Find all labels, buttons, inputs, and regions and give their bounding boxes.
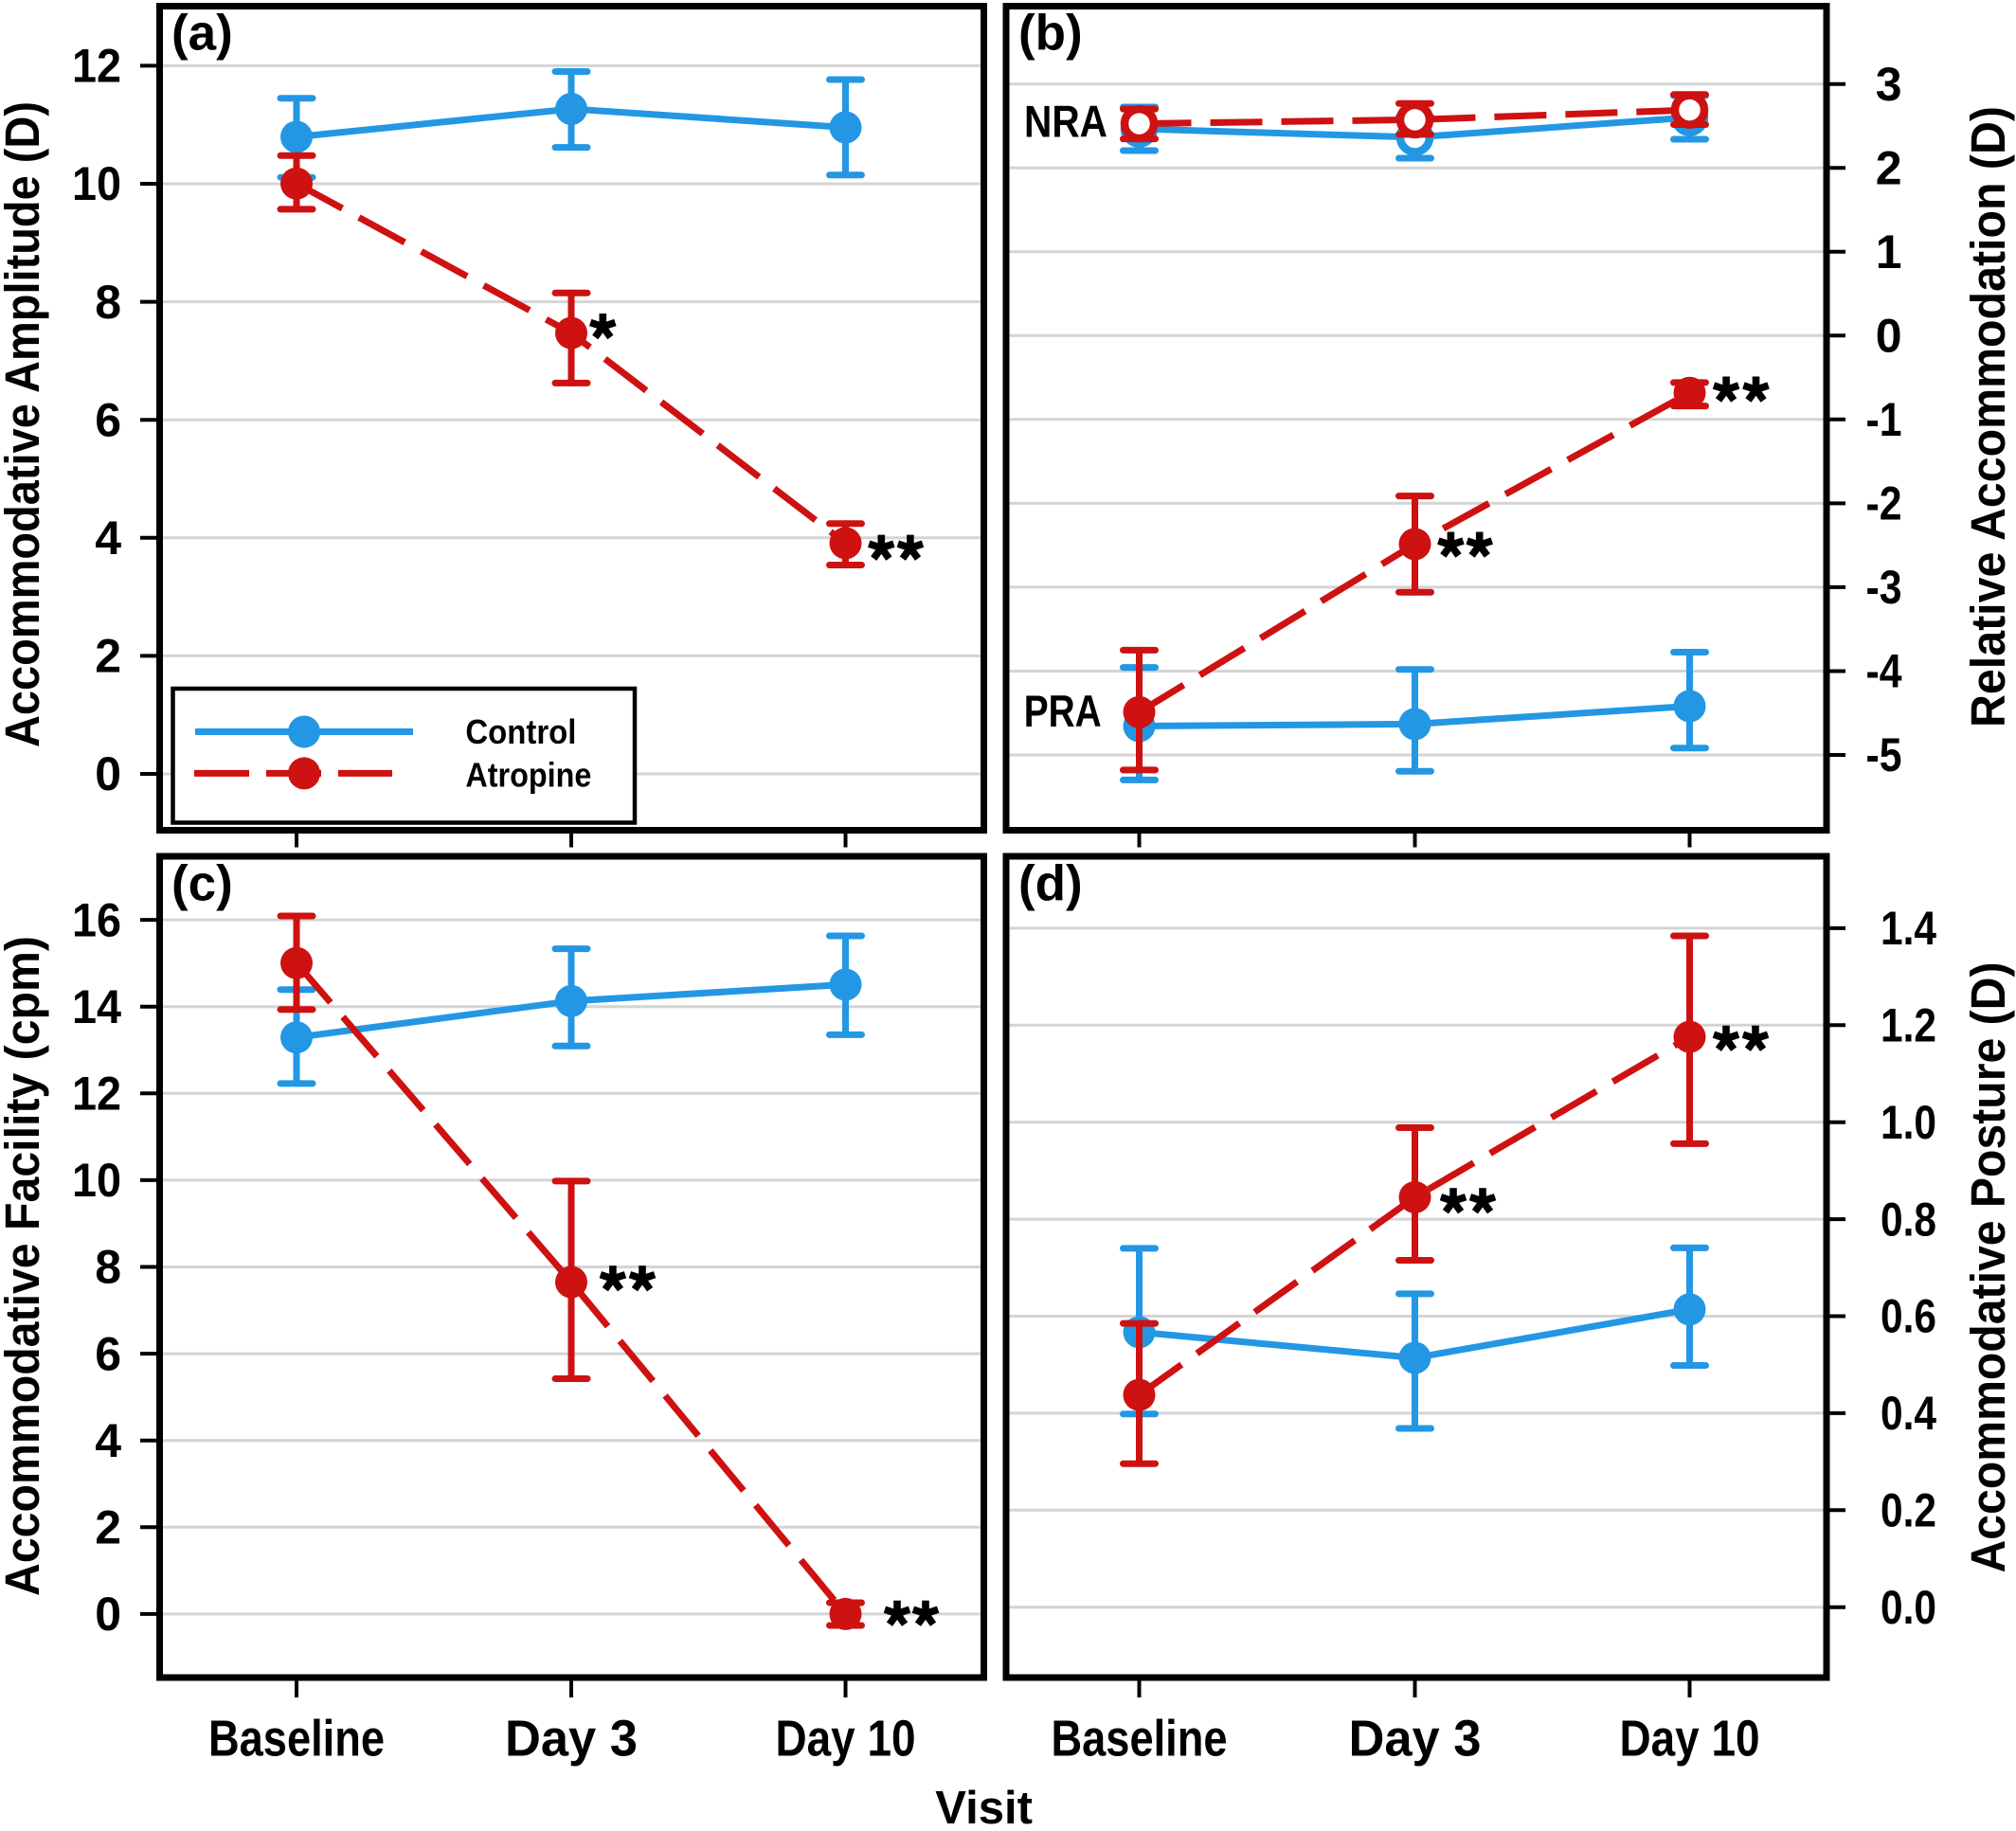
svg-text:14: 14 [72,980,121,1033]
svg-text:Day 10: Day 10 [776,1711,916,1768]
svg-text:(c): (c) [171,856,233,912]
svg-text:10: 10 [72,1154,121,1207]
svg-text:3: 3 [1876,58,1902,111]
svg-text:4: 4 [95,1414,121,1467]
svg-text:12: 12 [72,1068,121,1121]
svg-text:0.0: 0.0 [1881,1581,1936,1634]
svg-text:10: 10 [72,157,121,210]
svg-text:(a): (a) [171,5,233,61]
svg-text:PRA: PRA [1024,686,1102,736]
svg-text:0: 0 [95,1588,121,1641]
svg-text:Day 10: Day 10 [1620,1711,1760,1768]
svg-text:0.2: 0.2 [1881,1484,1936,1537]
svg-text:2: 2 [95,1501,121,1554]
svg-text:Baseline: Baseline [1052,1711,1228,1768]
svg-text:Visit: Visit [935,1783,1033,1831]
svg-text:-3: -3 [1866,561,1902,614]
svg-text:0.8: 0.8 [1881,1193,1936,1246]
svg-text:Day 3: Day 3 [505,1711,638,1768]
svg-text:Accommodative Posture (D): Accommodative Posture (D) [1961,962,2015,1573]
svg-text:-2: -2 [1866,477,1902,530]
svg-text:6: 6 [95,393,121,446]
svg-text:-4: -4 [1866,645,1902,698]
svg-text:Day 3: Day 3 [1349,1711,1482,1768]
svg-text:Accommodative Facility (cpm): Accommodative Facility (cpm) [0,936,49,1596]
svg-text:0: 0 [1876,310,1902,363]
svg-text:8: 8 [95,276,121,329]
svg-text:6: 6 [95,1327,121,1380]
svg-text:1: 1 [1876,225,1902,278]
svg-text:16: 16 [72,893,121,946]
svg-text:-1: -1 [1866,393,1902,446]
svg-text:1.2: 1.2 [1881,999,1936,1052]
svg-text:4: 4 [95,512,121,565]
svg-text:12: 12 [72,40,121,93]
svg-text:(b): (b) [1018,5,1083,61]
svg-text:0: 0 [95,747,121,800]
svg-text:(d): (d) [1018,856,1083,912]
svg-text:0.4: 0.4 [1881,1387,1936,1440]
svg-text:8: 8 [95,1241,121,1294]
svg-text:Accommodative Amplitude (D): Accommodative Amplitude (D) [0,101,49,747]
svg-text:2: 2 [1876,141,1902,194]
svg-text:0.6: 0.6 [1881,1290,1936,1343]
svg-text:1.0: 1.0 [1881,1096,1936,1149]
svg-text:1.4: 1.4 [1881,902,1936,955]
svg-text:2: 2 [95,630,121,683]
svg-text:Control: Control [465,712,576,751]
svg-text:Atropine: Atropine [465,756,591,795]
svg-text:Relative Accommodation (D): Relative Accommodation (D) [1961,106,2015,727]
svg-text:-5: -5 [1866,728,1902,781]
svg-text:Baseline: Baseline [208,1711,385,1768]
svg-text:NRA: NRA [1024,96,1107,146]
